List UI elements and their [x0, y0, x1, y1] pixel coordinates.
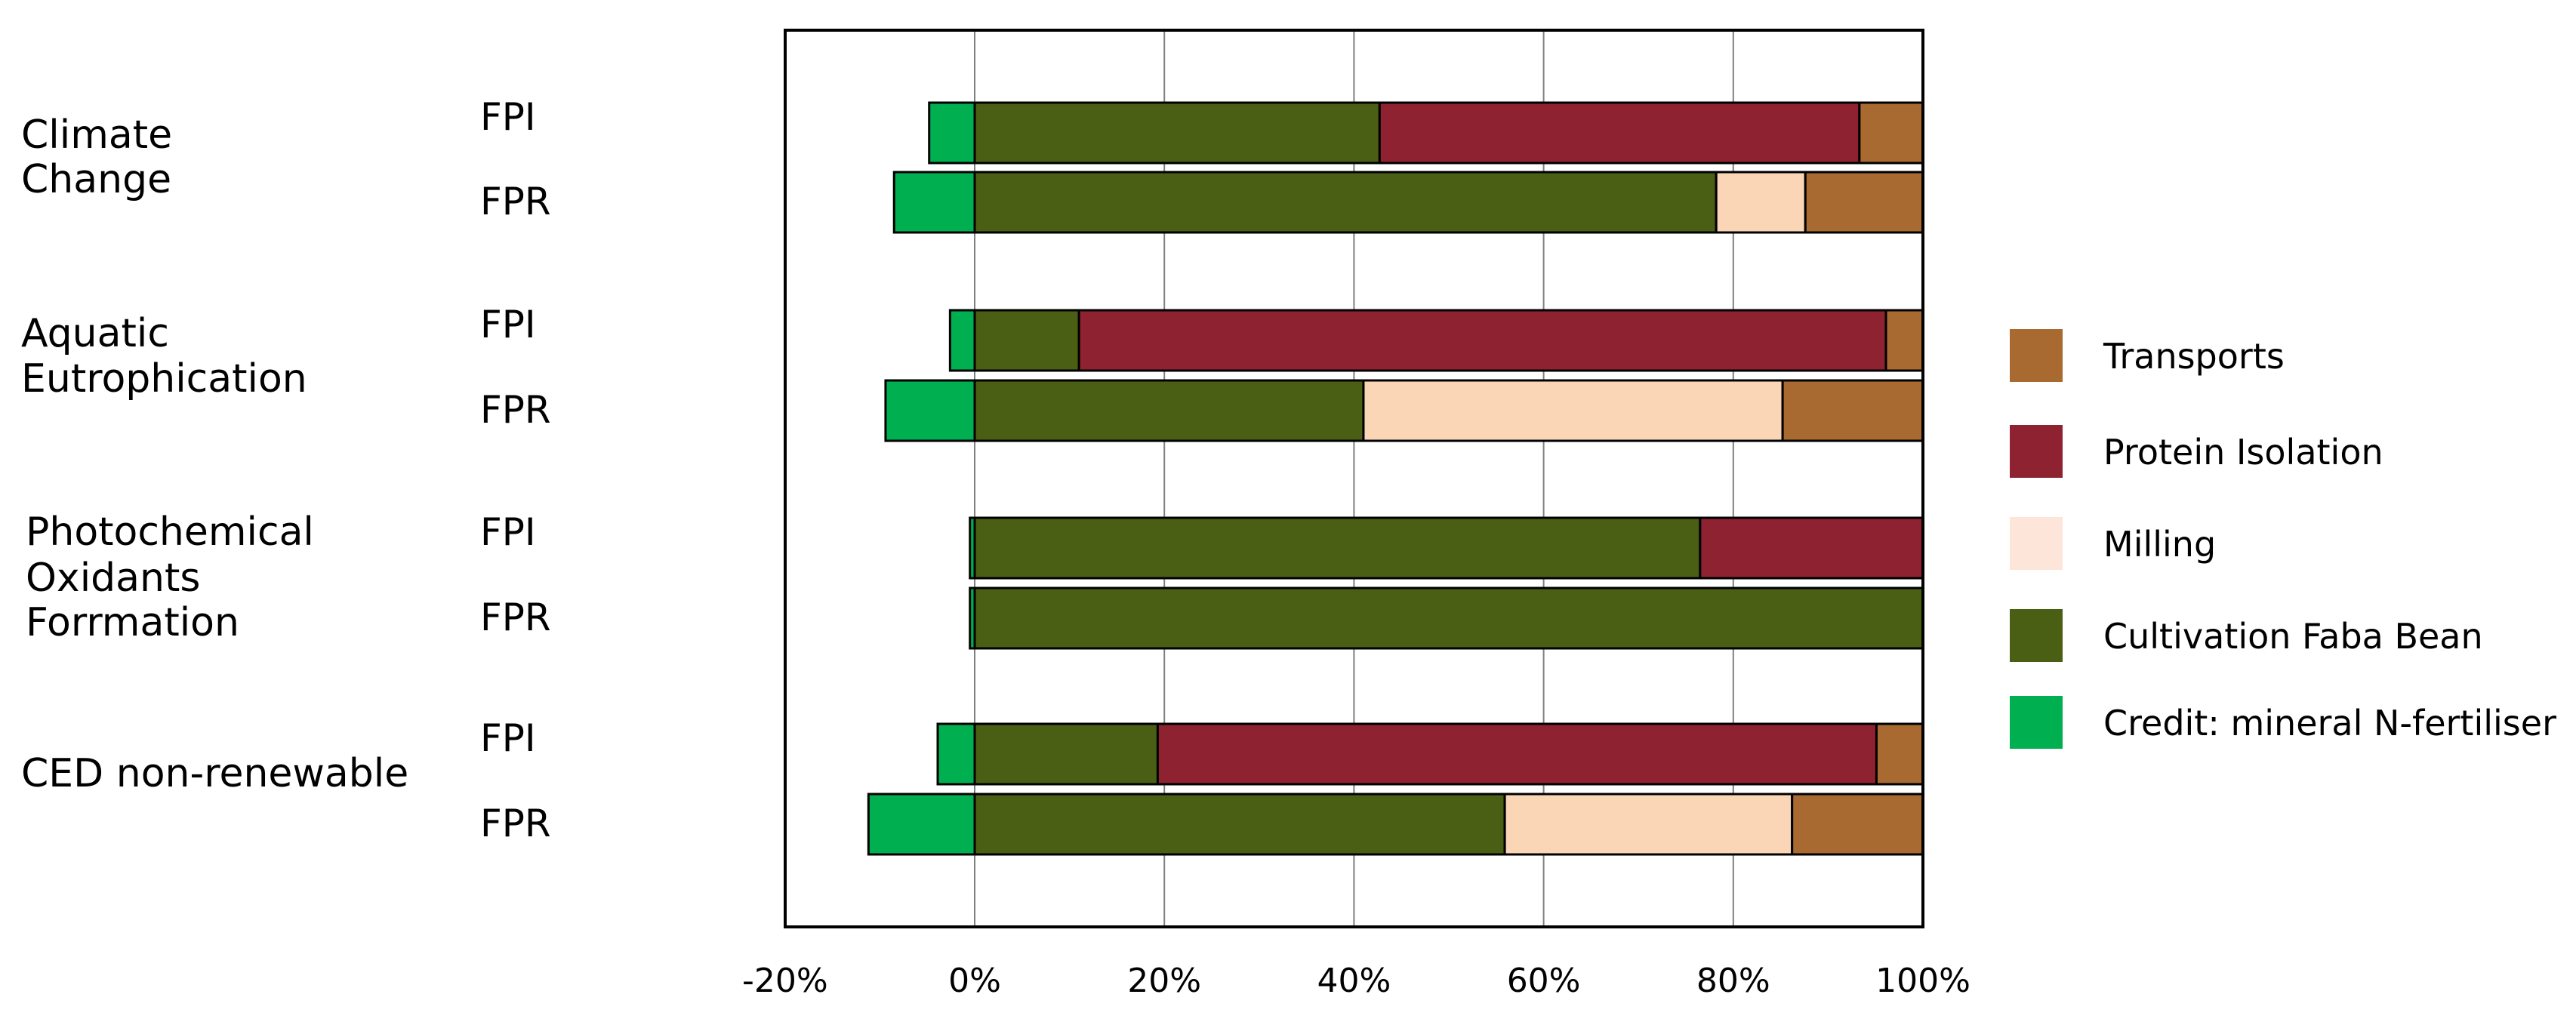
bar-segment-transports: [1804, 171, 1924, 234]
legend-swatch: [2010, 329, 2063, 382]
x-tick-label: 20%: [1127, 962, 1201, 1000]
x-tick-label: 80%: [1696, 962, 1770, 1000]
x-tick-label: 100%: [1875, 962, 1971, 1000]
bar-segment-milling: [1503, 793, 1794, 856]
x-tick-label: 60%: [1507, 962, 1581, 1000]
bar-label: FPI: [480, 303, 536, 346]
bar-segment-transports: [1781, 379, 1924, 442]
x-tick-label: 0%: [948, 962, 1001, 1000]
bar-segment-cultivation-faba-bean: [973, 722, 1159, 786]
category-label: Photochemical: [26, 509, 314, 555]
bar-segment-transports: [1884, 309, 1924, 372]
bar-segment-cultivation-faba-bean: [973, 586, 1924, 650]
category-label: Aquatic: [21, 311, 169, 356]
bar-segment-credit-mineral-n-fertiliser: [884, 379, 976, 442]
bar-segment-cultivation-faba-bean: [973, 379, 1365, 442]
bar-segment-cultivation-faba-bean: [973, 171, 1718, 234]
legend-swatch: [2010, 517, 2063, 570]
bar-segment-cultivation-faba-bean: [973, 793, 1506, 856]
category-label: Eutrophication: [21, 356, 307, 402]
bar-segment-credit-mineral-n-fertiliser: [948, 309, 976, 372]
bar-segment-credit-mineral-n-fertiliser: [928, 101, 976, 165]
x-tick-label: -20%: [742, 962, 828, 1000]
bar-label: FPR: [480, 596, 551, 639]
bar-segment-cultivation-faba-bean: [973, 309, 1080, 372]
bar-segment-protein-isolation: [1378, 101, 1861, 165]
bar-label: FPI: [480, 95, 536, 139]
bar-label: FPR: [480, 388, 551, 432]
legend-label: Credit: mineral N-fertiliser: [2103, 703, 2556, 743]
bar-label: FPI: [480, 716, 536, 760]
legend-label: Transports: [2103, 336, 2285, 377]
legend-swatch: [2010, 425, 2063, 478]
category-label: Oxidants: [26, 556, 200, 601]
bar-segment-transports: [1858, 101, 1924, 165]
legend-label: Protein Isolation: [2103, 432, 2383, 473]
bar-segment-transports: [1791, 793, 1924, 856]
bar-segment-protein-isolation: [1699, 516, 1924, 580]
bar-layer: [867, 101, 1924, 856]
bar-segment-milling: [1362, 379, 1784, 442]
legend-swatch: [2010, 696, 2063, 749]
bar-labels: FPI FPR FPI FPR FPI FPR FPI FPR: [480, 95, 551, 845]
legend-swatch: [2010, 609, 2063, 662]
legend-label: Milling: [2103, 524, 2216, 565]
category-label: Climate: [21, 112, 172, 158]
plot-frame: [784, 29, 1924, 928]
bar-label: FPR: [480, 180, 551, 223]
bar-segment-cultivation-faba-bean: [973, 101, 1381, 165]
bar-segment-milling: [1715, 171, 1807, 234]
category-label: Change: [21, 157, 171, 202]
bar-segment-cultivation-faba-bean: [973, 516, 1702, 580]
bar-label: FPI: [480, 510, 536, 554]
bar-segment-credit-mineral-n-fertiliser: [936, 722, 976, 786]
bar-segment-protein-isolation: [1077, 309, 1887, 372]
bar-segment-credit-mineral-n-fertiliser: [892, 171, 976, 234]
bar-segment-credit-mineral-n-fertiliser: [867, 793, 976, 856]
category-label: Forrmation: [26, 600, 239, 645]
bar-segment-transports: [1875, 722, 1924, 786]
x-tick-label: 40%: [1317, 962, 1391, 1000]
legend-label: Cultivation Faba Bean: [2103, 616, 2483, 657]
bar-segment-protein-isolation: [1156, 722, 1878, 786]
bar-label: FPR: [480, 802, 551, 845]
x-axis-tick-labels: -20% 0% 20% 40% 60% 80% 100%: [742, 962, 1971, 1000]
category-label: CED non-renewable: [21, 751, 408, 796]
legend: Transports Protein Isolation Milling Cultiv…: [2010, 329, 2556, 749]
